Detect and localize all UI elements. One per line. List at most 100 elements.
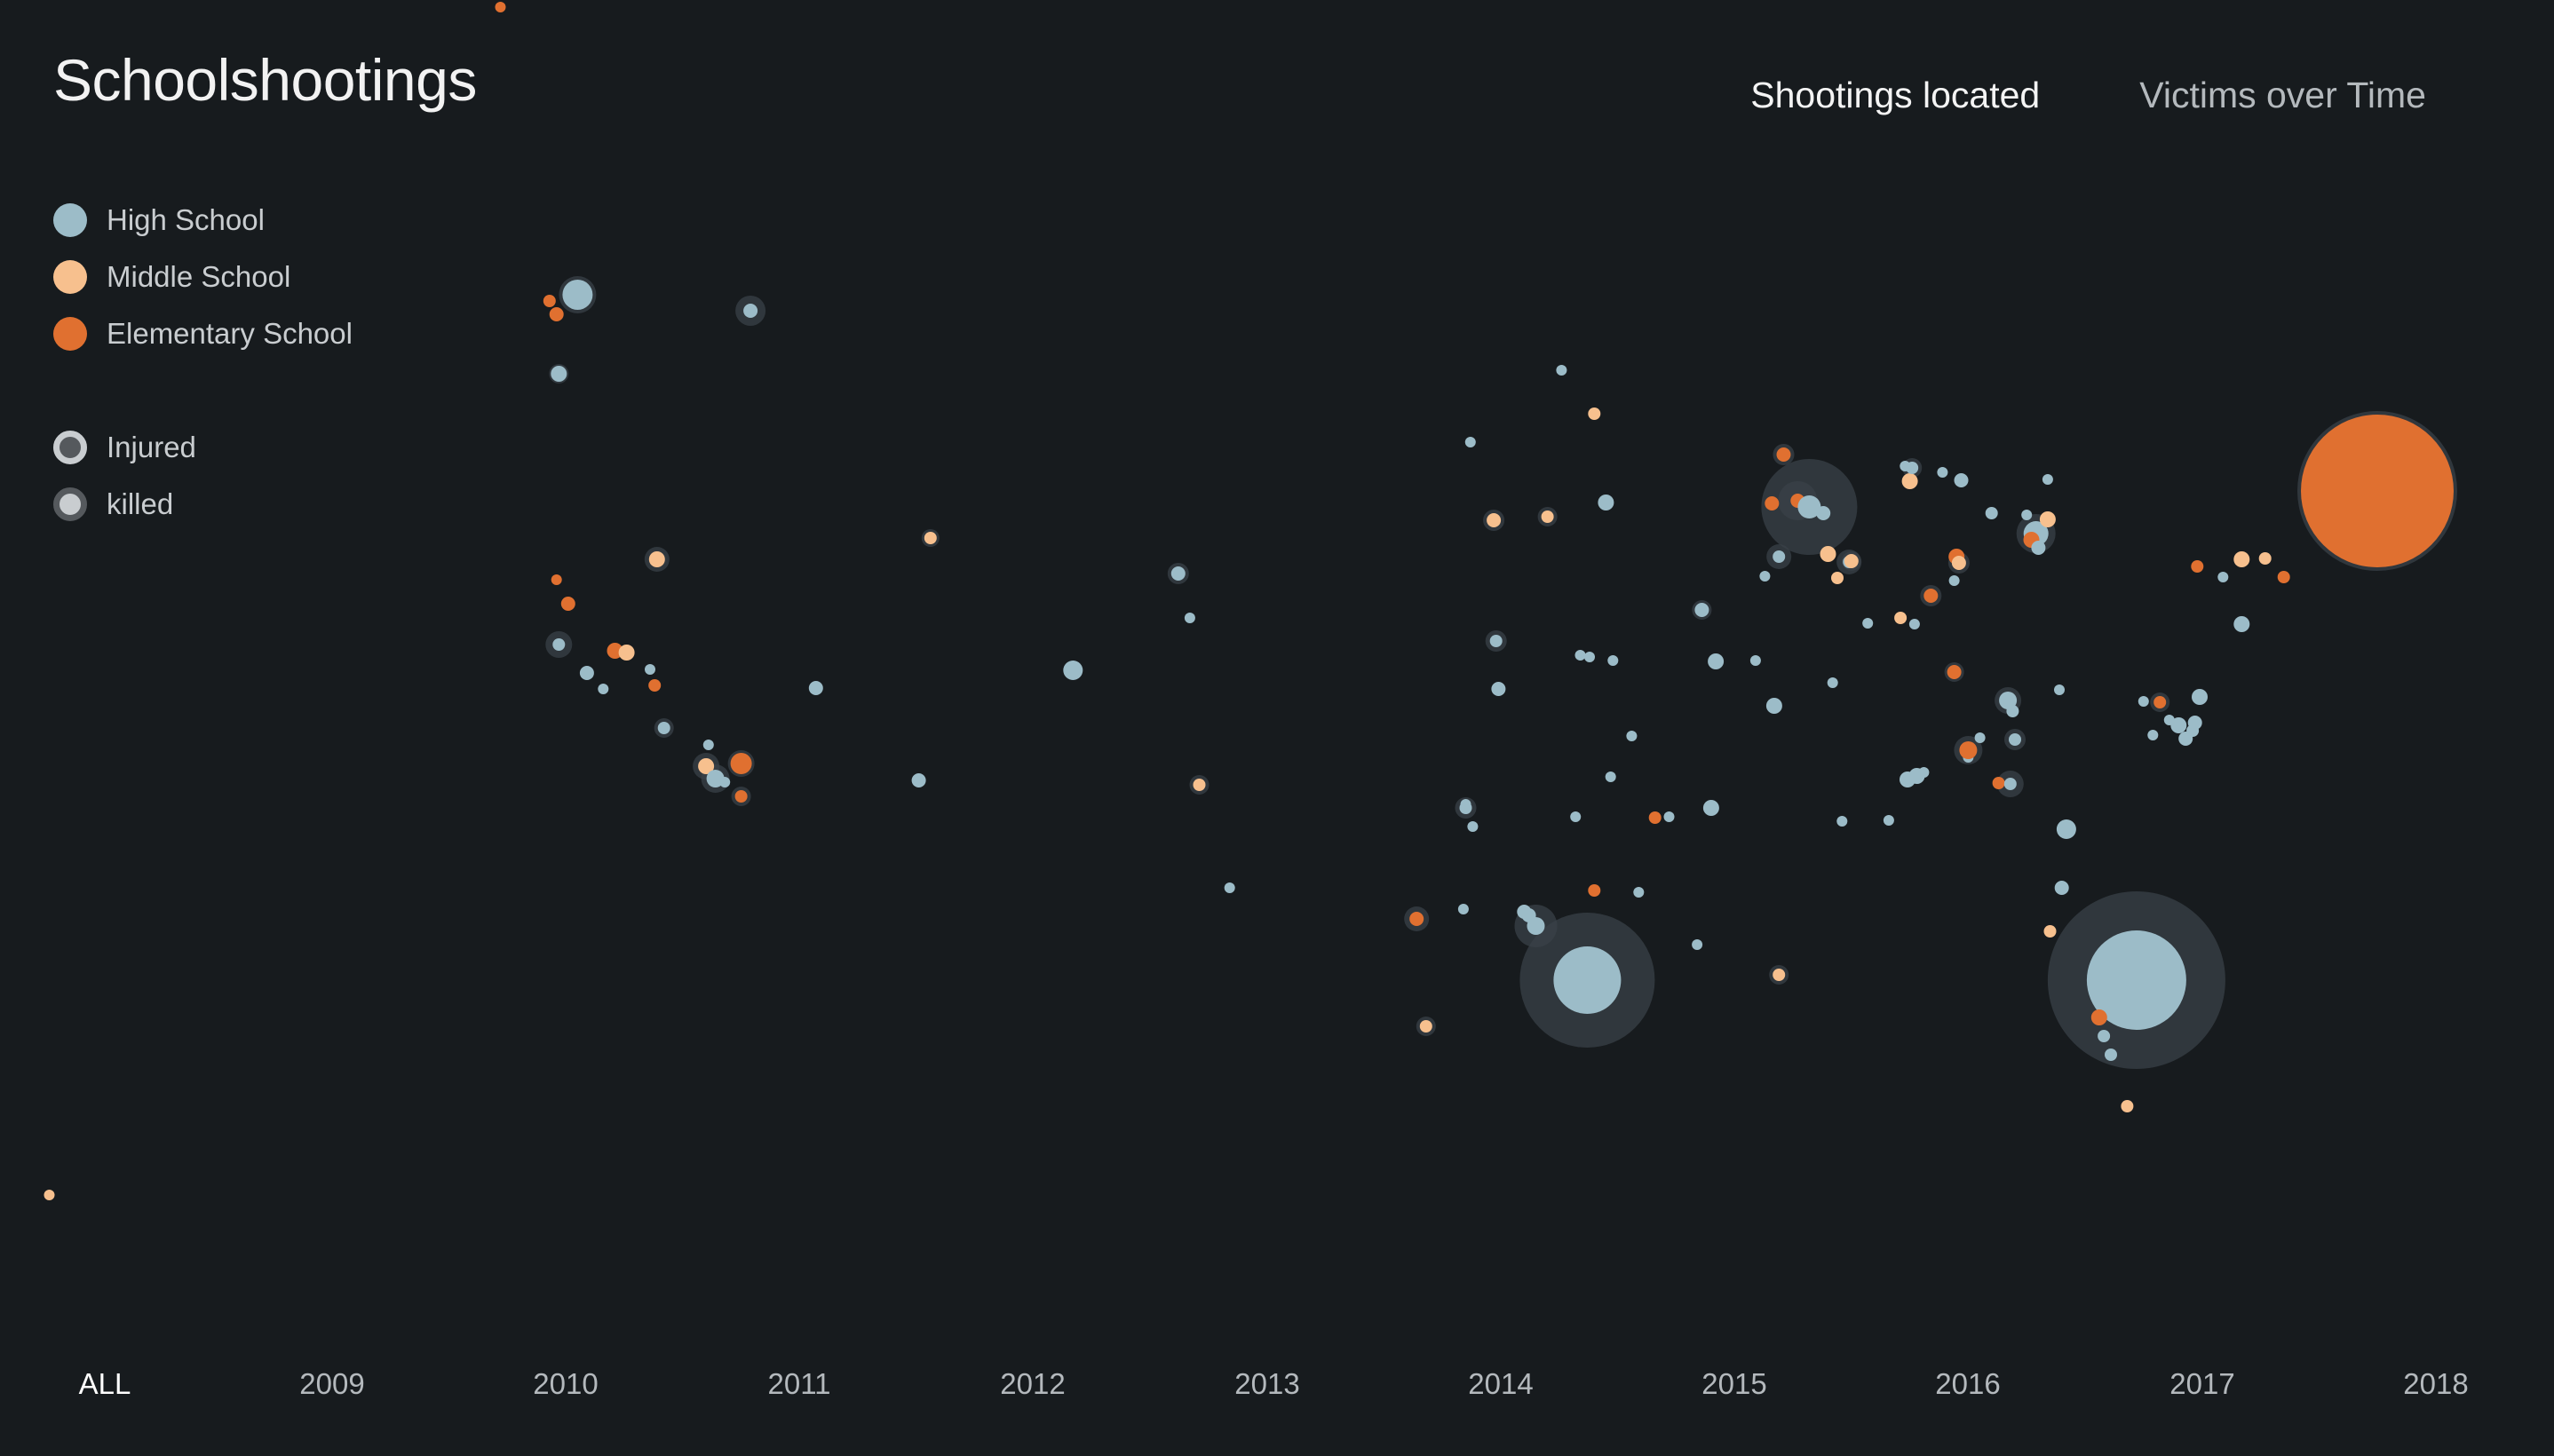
shooting-point-high[interactable] [1708,653,1725,669]
shooting-point-high[interactable] [1464,437,1476,447]
shooting-point-high[interactable] [1797,495,1821,518]
shooting-point-high[interactable] [1527,917,1545,935]
shooting-point-elementary[interactable] [1992,777,2005,789]
shooting-point-middle[interactable] [44,1190,55,1200]
shooting-point-high[interactable] [1598,495,1614,510]
shooting-point-high[interactable] [1883,815,1894,826]
shooting-point-high[interactable] [2233,616,2250,632]
shooting-point-high[interactable] [1605,772,1616,782]
shooting-point-high[interactable] [1918,767,1930,778]
timeline-tick-2018[interactable]: 2018 [2403,1367,2469,1400]
shooting-point-high[interactable] [1908,619,1920,629]
shooting-point-high[interactable] [2192,689,2208,705]
shooting-point-elementary[interactable] [560,597,575,611]
shooting-point-elementary[interactable] [2153,696,2167,708]
shooting-point-high[interactable] [743,304,758,318]
shooting-point-middle[interactable] [1773,969,1786,981]
timeline-tick-2016[interactable]: 2016 [1935,1367,2001,1400]
shooting-point-high[interactable] [1184,613,1195,623]
shooting-point-elementary[interactable] [1648,811,1662,824]
shooting-point-elementary[interactable] [2277,571,2290,583]
shooting-point-high[interactable] [1827,677,1838,688]
timeline-tick-2013[interactable]: 2013 [1234,1367,1300,1400]
shooting-point-middle[interactable] [924,532,937,544]
shooting-point-high[interactable] [2217,572,2229,582]
shooting-point-middle[interactable] [1901,473,1918,489]
shooting-point-high[interactable] [2021,510,2033,520]
timeline-tick-2012[interactable]: 2012 [1000,1367,1066,1400]
shooting-point-high[interactable] [808,681,823,695]
shooting-point-high[interactable] [2054,684,2065,695]
shooting-point-high[interactable] [1574,650,1586,661]
shooting-point-high[interactable] [1170,566,1186,581]
shooting-point-high[interactable] [1985,507,1998,519]
shooting-point-elementary[interactable] [551,574,562,585]
shooting-point-high[interactable] [1224,882,1235,893]
shooting-point-high[interactable] [1556,365,1567,376]
shooting-point-high[interactable] [1773,550,1786,563]
shooting-point-high[interactable] [657,722,670,734]
shooting-point-high[interactable] [1607,655,1619,666]
shooting-point-high[interactable] [1974,732,1986,743]
timeline-tick-all[interactable]: ALL [78,1367,131,1400]
shooting-point-high[interactable] [1457,904,1469,914]
shooting-point-high[interactable] [1584,652,1595,662]
shooting-point-elementary[interactable] [549,307,564,321]
shooting-point-elementary[interactable] [1959,741,1978,759]
shooting-point-high[interactable] [2031,541,2046,555]
shooting-point-high[interactable] [719,777,731,787]
shooting-point-high[interactable] [1702,800,1719,816]
shooting-point-high[interactable] [2170,717,2187,733]
shooting-point-high[interactable] [2138,696,2149,707]
shooting-point-middle[interactable] [1894,612,1908,624]
shooting-point-elementary[interactable] [648,679,662,692]
shooting-point-high[interactable] [1862,618,1874,629]
shooting-point-elementary[interactable] [1776,447,1791,462]
shooting-point-high[interactable] [2105,1048,2117,1061]
shooting-point-elementary[interactable] [734,790,748,803]
shooting-point-high[interactable] [1553,946,1622,1014]
shooting-point-high[interactable] [1749,655,1761,666]
shooting-point-middle[interactable] [1588,408,1601,420]
shooting-point-high[interactable] [598,684,609,694]
shooting-point-middle[interactable] [1487,513,1502,527]
shooting-point-high[interactable] [552,638,566,651]
shooting-point-high[interactable] [1063,661,1083,680]
shooting-point-elementary[interactable] [2191,560,2204,573]
timeline-tick-2010[interactable]: 2010 [533,1367,599,1400]
shooting-point-high[interactable] [1759,571,1771,582]
shooting-point-middle[interactable] [618,645,635,661]
timeline-tick-2014[interactable]: 2014 [1468,1367,1534,1400]
timeline-tick-2009[interactable]: 2009 [299,1367,365,1400]
shooting-point-elementary[interactable] [1923,589,1939,603]
shooting-point-high[interactable] [1460,799,1471,810]
timeline-tick-2011[interactable]: 2011 [767,1367,831,1400]
shooting-point-high[interactable] [1836,816,1848,827]
shooting-point-middle[interactable] [1193,779,1206,791]
shooting-point-high[interactable] [1489,635,1503,647]
shooting-point-middle[interactable] [1844,554,1859,568]
shooting-point-high[interactable] [1633,887,1645,898]
timeline-tick-2017[interactable]: 2017 [2169,1367,2235,1400]
shooting-point-middle[interactable] [2039,511,2056,527]
shooting-point-middle[interactable] [1541,510,1554,523]
shooting-point-high[interactable] [1491,682,1506,696]
shooting-point-high[interactable] [2009,733,2021,746]
shooting-point-high[interactable] [562,280,593,310]
shooting-point-high[interactable] [2147,730,2159,740]
shooting-point-high[interactable] [911,773,926,787]
shooting-point-middle[interactable] [648,551,665,567]
shooting-point-high[interactable] [2003,778,2017,790]
shooting-point-elementary[interactable] [1947,665,1962,679]
shooting-point-high[interactable] [551,366,567,382]
shooting-point-elementary[interactable] [543,295,556,307]
shooting-point-high[interactable] [1467,821,1479,832]
shooting-point-middle[interactable] [1820,546,1836,562]
shooting-point-high[interactable] [2006,705,2019,717]
shooting-point-high[interactable] [1906,462,1919,474]
shooting-point-high[interactable] [2056,819,2076,839]
shooting-point-high[interactable] [1765,698,1782,714]
shooting-point-elementary[interactable] [495,2,506,12]
shooting-point-high[interactable] [1570,811,1582,822]
shooting-point-middle[interactable] [2258,552,2272,565]
